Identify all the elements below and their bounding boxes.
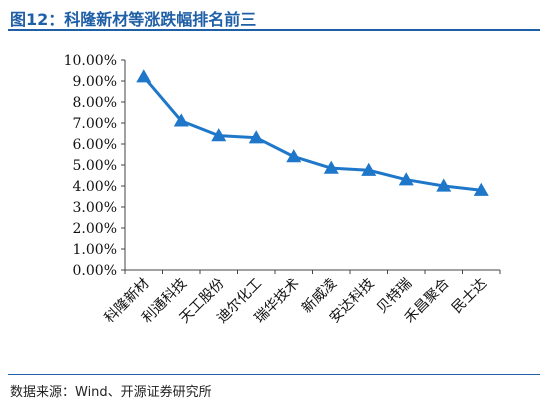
source-divider [8, 374, 540, 375]
title-divider [8, 29, 540, 31]
chart-labels: 0.00% 1.00% 2.00% 3.00% 4.00% 5.00% 6.00% 7.00%… [64, 53, 490, 326]
data-point-marker [211, 128, 227, 142]
data-point-marker [436, 178, 452, 192]
data-point-marker [248, 130, 264, 144]
y-tick-label: 1.00% [73, 242, 117, 258]
data-point-marker [361, 162, 377, 176]
y-tick-label: 5.00% [73, 158, 117, 174]
y-tick-label: 6.00% [73, 137, 117, 153]
data-point-marker [173, 113, 189, 127]
chart-axes [121, 59, 501, 274]
y-tick-label: 10.00% [64, 53, 117, 69]
chart-series [136, 69, 489, 196]
x-tick-label: 民士达 [449, 276, 490, 317]
source-note: 数据来源：Wind、开源证券研究所 [10, 385, 212, 400]
figure-title: 图12：科隆新材等涨跌幅排名前三 [10, 10, 257, 29]
series-line [142, 75, 482, 192]
y-tick-label: 9.00% [73, 74, 117, 90]
y-tick-label: 8.00% [73, 95, 117, 111]
y-tick-label: 0.00% [73, 263, 117, 279]
data-point-marker [323, 160, 339, 174]
y-tick-label: 7.00% [73, 116, 117, 132]
data-point-marker [286, 149, 302, 163]
line-chart: 0.00% 1.00% 2.00% 3.00% 4.00% 5.00% 6.00% 7.00%… [64, 53, 501, 326]
data-point-marker [398, 172, 414, 186]
data-point-marker [136, 69, 152, 83]
data-point-marker [473, 182, 489, 196]
y-tick-label: 3.00% [73, 200, 117, 216]
y-tick-label: 2.00% [73, 221, 117, 237]
y-tick-label: 4.00% [73, 179, 117, 195]
